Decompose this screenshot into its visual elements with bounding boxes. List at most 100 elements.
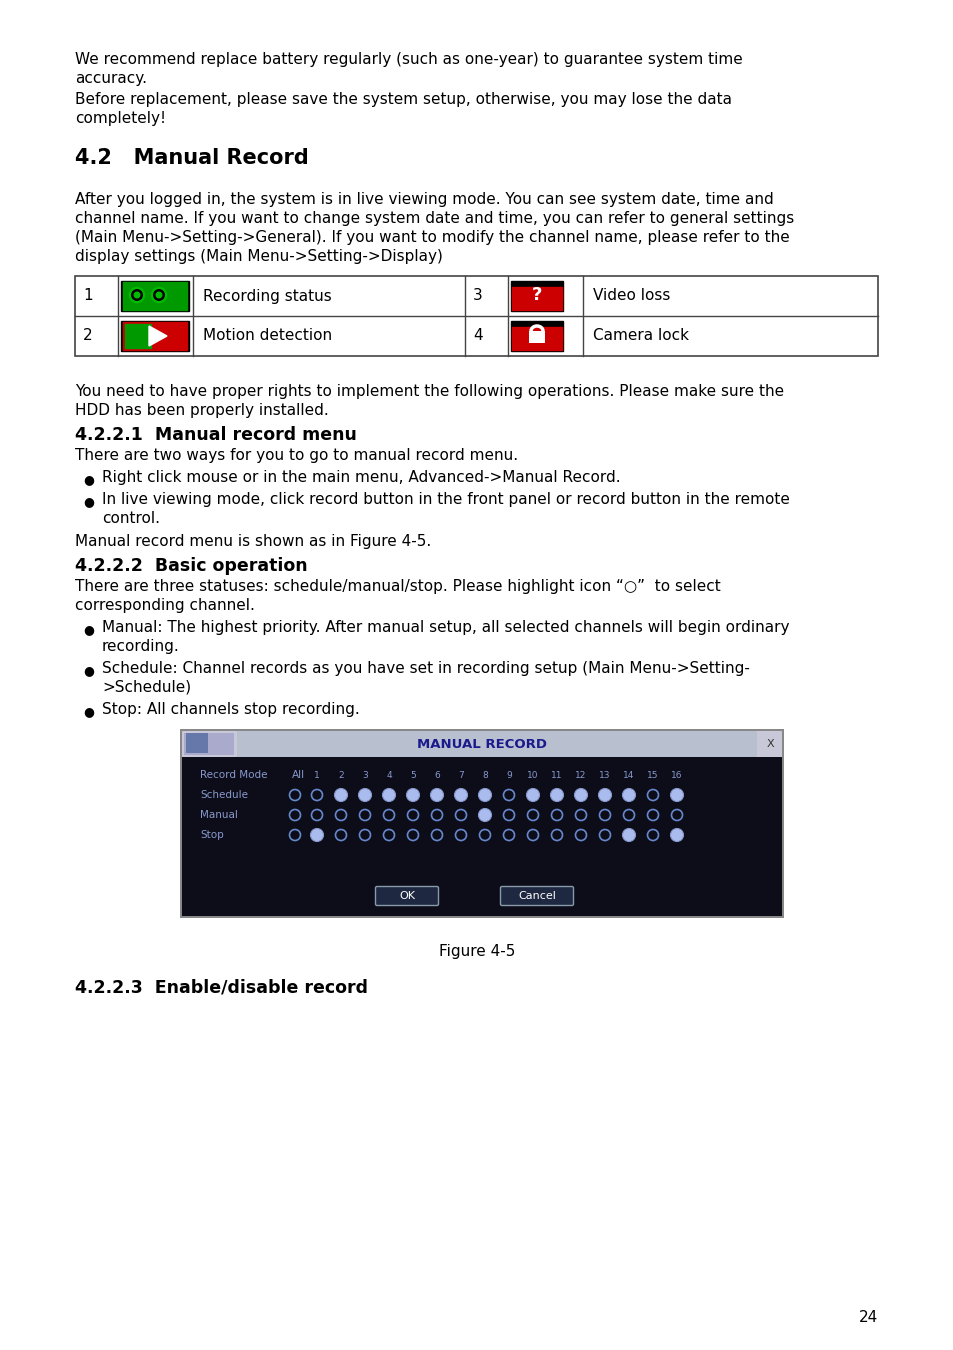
Circle shape [670, 788, 682, 802]
Text: recording.: recording. [102, 639, 179, 653]
Text: 24: 24 [858, 1310, 877, 1324]
Text: 7: 7 [457, 771, 463, 779]
Text: control.: control. [102, 512, 160, 526]
Text: There are two ways for you to go to manual record menu.: There are two ways for you to go to manu… [75, 448, 517, 463]
Text: 10: 10 [527, 771, 538, 779]
Text: 9: 9 [506, 771, 512, 779]
Text: Motion detection: Motion detection [203, 328, 332, 343]
Text: 13: 13 [598, 771, 610, 779]
Bar [511, 321, 562, 351]
Circle shape [574, 788, 587, 802]
Text: Recording status: Recording status [203, 289, 332, 304]
Text: Schedule: Channel records as you have set in recording setup (Main Menu->Setting: Schedule: Channel records as you have se… [102, 662, 749, 676]
Text: 1: 1 [83, 289, 92, 304]
Text: 11: 11 [551, 771, 562, 779]
Bar [75, 275, 877, 356]
Bar [125, 324, 151, 348]
Text: Camera lock: Camera lock [593, 328, 688, 343]
Text: HDD has been properly installed.: HDD has been properly installed. [75, 404, 329, 418]
Bar [121, 321, 189, 351]
Bar [182, 730, 781, 917]
Text: ●: ● [83, 495, 93, 508]
Bar [512, 332, 561, 340]
Text: 15: 15 [646, 771, 659, 779]
Text: Stop: All channels stop recording.: Stop: All channels stop recording. [102, 702, 359, 717]
FancyBboxPatch shape [375, 887, 438, 906]
Circle shape [550, 788, 563, 802]
Circle shape [152, 289, 165, 301]
Bar [182, 757, 781, 917]
Text: 4.2.2.2  Basic operation: 4.2.2.2 Basic operation [75, 558, 307, 575]
Text: 2: 2 [337, 771, 343, 779]
Text: X: X [765, 738, 773, 749]
Bar [123, 282, 187, 310]
Circle shape [335, 788, 347, 802]
Text: Right click mouse or in the main menu, Advanced->Manual Record.: Right click mouse or in the main menu, A… [102, 470, 620, 485]
Text: Record Mode: Record Mode [200, 769, 267, 780]
Circle shape [131, 289, 143, 301]
Text: There are three statuses: schedule/manual/stop. Please highlight icon “○”  to se: There are three statuses: schedule/manua… [75, 579, 720, 594]
Text: >Schedule): >Schedule) [102, 680, 191, 695]
Text: ●: ● [83, 622, 93, 636]
Polygon shape [149, 325, 167, 346]
Text: You need to have proper rights to implement the following operations. Please mak: You need to have proper rights to implem… [75, 383, 783, 400]
Bar [512, 288, 561, 311]
Text: channel name. If you want to change system date and time, you can refer to gener: channel name. If you want to change syst… [75, 211, 794, 225]
Text: MANUAL RECORD: MANUAL RECORD [416, 737, 546, 751]
Text: We recommend replace battery regularly (such as one-year) to guarantee system ti: We recommend replace battery regularly (… [75, 53, 742, 68]
Text: 2: 2 [83, 328, 92, 343]
Circle shape [382, 788, 395, 802]
Text: Cancel: Cancel [517, 891, 556, 900]
Bar [182, 730, 781, 757]
Circle shape [622, 788, 635, 802]
FancyBboxPatch shape [500, 887, 573, 906]
Text: Before replacement, please save the system setup, otherwise, you may lose the da: Before replacement, please save the syst… [75, 92, 731, 107]
Text: 1: 1 [314, 771, 319, 779]
Text: 4.2.2.3  Enable/disable record: 4.2.2.3 Enable/disable record [75, 977, 368, 996]
Circle shape [155, 292, 162, 298]
Bar [511, 281, 562, 311]
Bar [184, 733, 233, 755]
Circle shape [150, 286, 168, 304]
Circle shape [133, 292, 140, 298]
FancyBboxPatch shape [529, 331, 544, 343]
Circle shape [478, 788, 491, 802]
Circle shape [310, 829, 323, 841]
Text: Manual record menu is shown as in Figure 4-5.: Manual record menu is shown as in Figure… [75, 535, 431, 549]
Text: 6: 6 [434, 771, 439, 779]
Text: 4: 4 [473, 328, 482, 343]
Text: 4: 4 [386, 771, 392, 779]
Text: After you logged in, the system is in live viewing mode. You can see system date: After you logged in, the system is in li… [75, 192, 773, 207]
Bar [123, 323, 187, 350]
Text: 8: 8 [481, 771, 487, 779]
Text: Manual: The highest priority. After manual setup, all selected channels will beg: Manual: The highest priority. After manu… [102, 620, 789, 634]
Text: Manual: Manual [200, 810, 237, 819]
Bar [236, 730, 757, 757]
Text: Figure 4-5: Figure 4-5 [438, 944, 515, 958]
Bar [152, 324, 179, 348]
Text: display settings (Main Menu->Setting->Display): display settings (Main Menu->Setting->Di… [75, 248, 442, 265]
Circle shape [598, 788, 611, 802]
Text: 16: 16 [671, 771, 682, 779]
Text: 12: 12 [575, 771, 586, 779]
Circle shape [406, 788, 419, 802]
Text: In live viewing mode, click record button in the front panel or record button in: In live viewing mode, click record butto… [102, 491, 789, 508]
Text: Stop: Stop [200, 830, 224, 840]
Text: 4.2.2.1  Manual record menu: 4.2.2.1 Manual record menu [75, 427, 356, 444]
Text: ●: ● [83, 664, 93, 676]
Circle shape [622, 829, 635, 841]
Circle shape [430, 788, 443, 802]
Bar [180, 729, 783, 918]
Bar [512, 327, 561, 350]
Text: 3: 3 [362, 771, 368, 779]
Text: All: All [292, 769, 305, 780]
Bar [121, 281, 189, 311]
Text: ?: ? [531, 286, 541, 304]
Text: Video loss: Video loss [593, 289, 670, 304]
Text: OK: OK [398, 891, 415, 900]
Text: 14: 14 [622, 771, 634, 779]
Circle shape [128, 286, 146, 304]
Text: completely!: completely! [75, 111, 166, 126]
Text: ●: ● [83, 472, 93, 486]
Circle shape [478, 809, 491, 822]
